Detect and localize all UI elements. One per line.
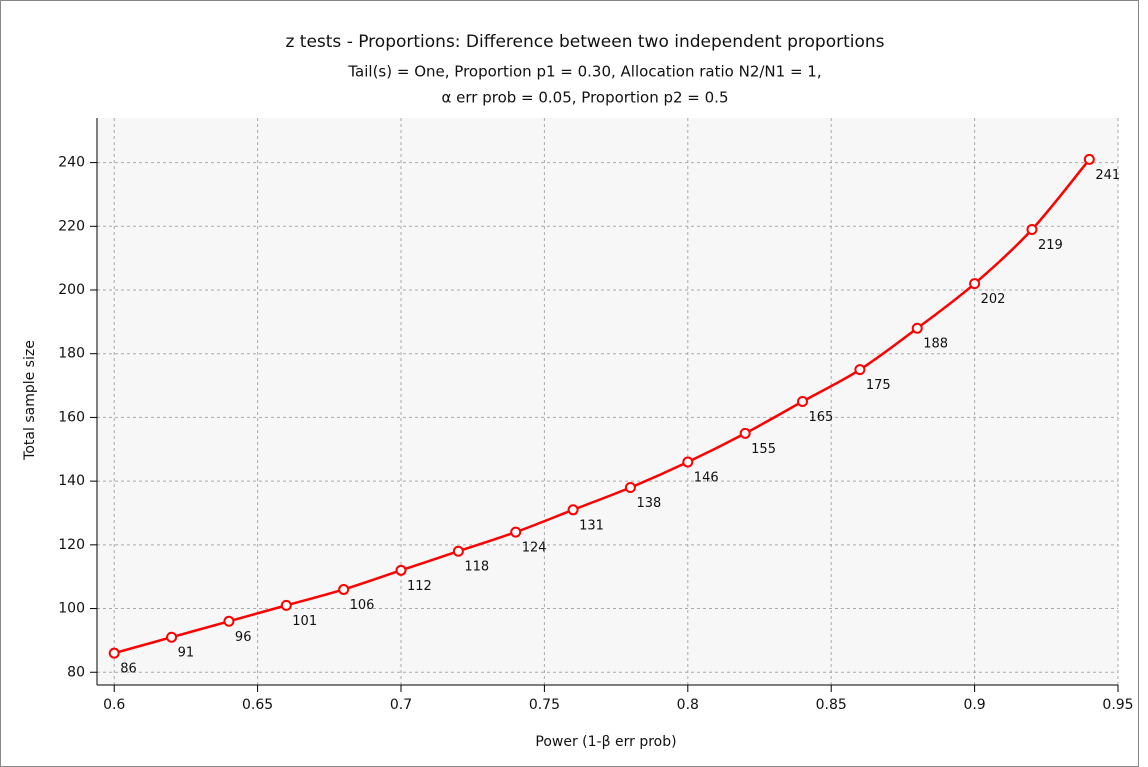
x-tick-label: 0.95	[1102, 697, 1133, 713]
data-label: 219	[1038, 238, 1063, 253]
data-label: 131	[579, 518, 604, 533]
data-label: 165	[809, 410, 834, 425]
data-label: 91	[178, 646, 195, 661]
data-point	[969, 278, 981, 290]
data-point	[624, 482, 636, 494]
y-tick-label: 200	[58, 282, 85, 298]
data-point	[338, 583, 350, 595]
data-point	[1026, 223, 1038, 235]
data-label: 106	[350, 598, 375, 613]
data-label: 202	[981, 292, 1006, 307]
data-label: 241	[1095, 168, 1120, 183]
y-tick-label: 220	[58, 218, 85, 234]
x-tick-label: 0.75	[529, 697, 560, 713]
data-label: 124	[522, 541, 547, 556]
x-tick-label: 0.8	[677, 697, 699, 713]
data-point	[739, 427, 751, 439]
x-tick-label: 0.65	[242, 697, 273, 713]
x-tick-label: 0.85	[816, 697, 847, 713]
y-tick-label: 240	[58, 155, 85, 171]
data-point	[280, 599, 292, 611]
y-tick-label: 140	[58, 473, 85, 489]
y-axis-label: Total sample size	[22, 340, 38, 461]
data-point	[510, 526, 522, 538]
data-label: 118	[464, 560, 489, 575]
data-label: 112	[407, 579, 432, 594]
y-tick-label: 80	[67, 664, 85, 680]
data-label: 86	[120, 662, 137, 677]
data-label: 146	[694, 471, 719, 486]
data-point	[166, 631, 178, 643]
data-point	[395, 564, 407, 576]
chart-subtitle: α err prob = 0.05, Proportion p2 = 0.5	[441, 89, 728, 107]
data-point	[854, 364, 866, 376]
data-point	[108, 647, 120, 659]
data-label: 155	[751, 442, 776, 457]
chart-subtitle: Tail(s) = One, Proportion p1 = 0.30, All…	[347, 63, 821, 81]
y-tick-label: 100	[58, 601, 85, 617]
data-point	[911, 322, 923, 334]
data-point	[223, 615, 235, 627]
data-label: 188	[923, 337, 948, 352]
data-point	[797, 396, 809, 407]
x-tick-label: 0.6	[103, 697, 125, 713]
y-tick-label: 160	[58, 409, 85, 425]
x-tick-label: 0.7	[390, 697, 412, 713]
y-tick-label: 180	[58, 346, 85, 362]
data-label: 96	[235, 630, 252, 645]
data-point	[567, 504, 579, 516]
data-point	[1083, 153, 1095, 165]
data-label: 175	[866, 378, 891, 393]
plot-area	[97, 118, 1118, 685]
y-tick-label: 120	[58, 537, 85, 553]
x-tick-label: 0.9	[963, 697, 985, 713]
data-point	[452, 545, 464, 557]
data-point	[682, 456, 694, 468]
data-label: 138	[636, 496, 661, 511]
x-axis-label: Power (1-β err prob)	[535, 734, 676, 750]
chart-title: z tests - Proportions: Difference betwee…	[285, 32, 884, 52]
data-label: 101	[292, 614, 317, 629]
